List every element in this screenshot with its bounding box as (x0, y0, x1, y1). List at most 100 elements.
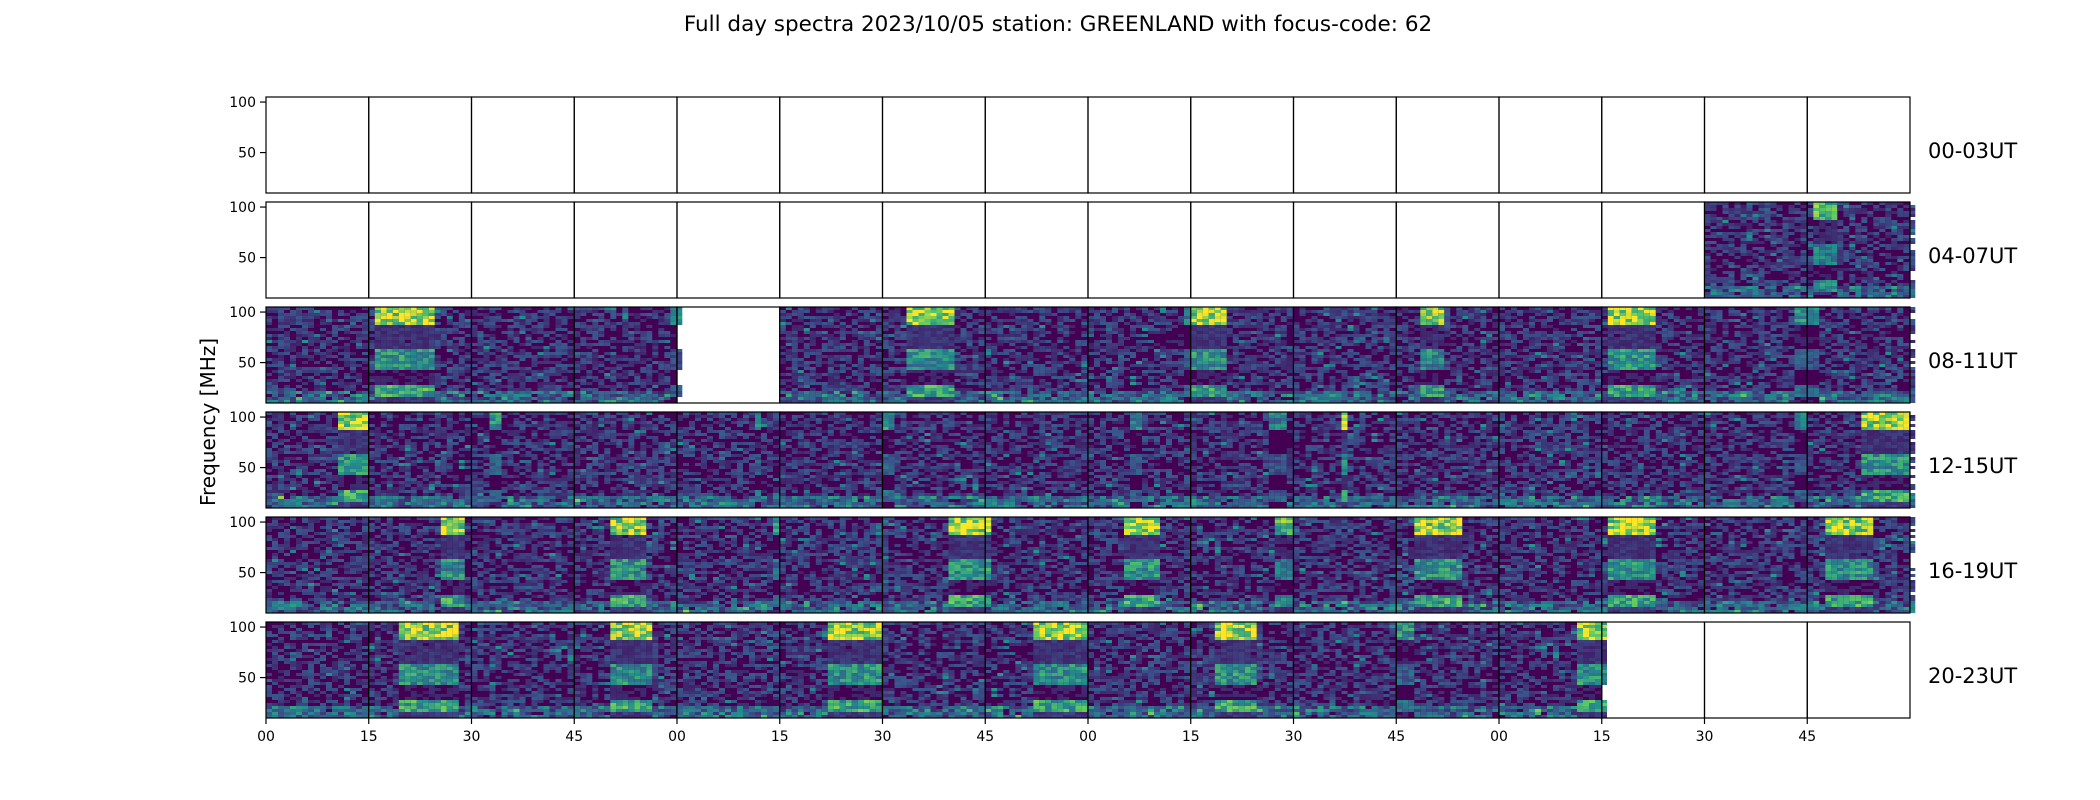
spectrum-cell (296, 334, 302, 337)
spectrum-cell (972, 346, 979, 349)
spectrum-cell (1256, 364, 1263, 367)
spectrum-cell (1365, 376, 1372, 379)
spectrum-cell (857, 391, 864, 394)
spectrum-cell (821, 391, 828, 394)
spectrum-cell (1377, 367, 1384, 370)
spectrum-cell (1819, 241, 1826, 244)
spectrum-cell (1094, 388, 1100, 391)
spectrum-cell (1220, 334, 1227, 337)
spectrum-cell (857, 325, 864, 328)
spectrum-cell (1268, 322, 1275, 325)
spectrum-cell (1232, 382, 1239, 385)
spectrum-cell (1903, 292, 1910, 295)
spectrum-cell (1039, 334, 1046, 337)
spectrum-cell (350, 367, 356, 370)
spectrum-cell (1299, 328, 1306, 331)
spectrum-cell (827, 334, 834, 337)
spectrum-cell (296, 352, 302, 355)
spectrum-cell (1094, 361, 1100, 364)
spectrum-cell (1051, 346, 1058, 349)
spectrum-cell (410, 313, 417, 316)
spectrum-cell (308, 310, 314, 313)
spectrum-cell (513, 394, 520, 397)
spectrum-cell (1849, 241, 1856, 244)
spectrum-cell (912, 400, 919, 403)
spectrum-cell (519, 394, 526, 397)
spectrum-cell (1106, 385, 1112, 388)
spectrum-cell (1341, 376, 1348, 379)
spectrum-cell (640, 361, 647, 364)
spectrum-cell (875, 370, 882, 373)
spectrum-cell (1782, 265, 1789, 268)
spectrum-cell (894, 337, 901, 340)
spectrum-cell (1106, 382, 1112, 385)
spectrum-cell (1861, 202, 1868, 205)
spectrum-cell (1021, 346, 1028, 349)
spectrum-cell (332, 391, 338, 394)
spectrum-cell (1746, 265, 1753, 268)
spectrum-cell (978, 340, 985, 343)
spectrum-cell (991, 352, 998, 355)
spectrum-cell (809, 337, 816, 340)
spectrum-cell (664, 346, 671, 349)
spectrum-cell (1704, 277, 1711, 280)
spectrum-cell (930, 319, 937, 322)
spectrum-cell (1359, 391, 1366, 394)
spectrum-cell (1770, 202, 1777, 205)
spectrum-cell (646, 394, 653, 397)
spectrum-cell (948, 394, 955, 397)
spectrum-cell (1299, 331, 1306, 334)
spectrum-cell (966, 376, 973, 379)
spectrum-cell (779, 352, 786, 355)
spectrum-cell (646, 358, 653, 361)
spectrum-cell (809, 334, 816, 337)
spectrum-cell (1286, 364, 1293, 367)
spectrum-cell (616, 364, 623, 367)
spectrum-cell (948, 385, 955, 388)
spectrum-cell (1009, 379, 1016, 382)
spectrum-cell (875, 364, 882, 367)
spectrum-cell (1075, 391, 1082, 394)
spectrum-cell (404, 310, 411, 313)
spectrum-cell (356, 325, 362, 328)
spectrum-cell (1710, 226, 1717, 229)
spectrum-cell (344, 355, 350, 358)
spectrum-cell (875, 367, 882, 370)
spectrum-cell (1909, 208, 1916, 211)
spectrum-cell (930, 355, 937, 358)
spectrum-cell (567, 346, 574, 349)
spectrum-cell (1039, 364, 1046, 367)
spectrum-cell (543, 394, 550, 397)
spectrum-cell (1045, 385, 1052, 388)
spectrum-cell (1160, 319, 1166, 322)
spectrum-cell (392, 352, 399, 355)
spectrum-cell (483, 394, 490, 397)
spectrum-cell (882, 328, 889, 331)
spectrum-cell (555, 373, 562, 376)
spectrum-cell (513, 355, 520, 358)
spectrum-cell (900, 358, 907, 361)
spectrum-cell (1124, 391, 1130, 394)
spectrum-cell (284, 349, 290, 352)
spectrum-cell (900, 322, 907, 325)
spectrum-cell (1268, 379, 1275, 382)
spectrum-cell (888, 322, 895, 325)
spectrum-cell (458, 394, 465, 397)
spectrum-cell (266, 319, 272, 322)
spectrum-cell (1383, 316, 1390, 319)
spectrum-cell (1764, 214, 1771, 217)
spectrum-cell (1365, 358, 1372, 361)
spectrum-cell (1268, 385, 1275, 388)
panel-frame (1087, 96, 1192, 194)
spectrum-cell (1057, 385, 1064, 388)
spectrum-cell (266, 322, 272, 325)
spectrum-cell (1317, 400, 1324, 403)
spectrum-cell (628, 373, 635, 376)
spectrum-cell (966, 346, 973, 349)
spectrum-panel (1601, 96, 1706, 194)
spectrum-cell (549, 355, 556, 358)
spectrum-cell (561, 367, 568, 370)
spectrum-cell (1353, 331, 1360, 334)
spectrum-cell (1764, 295, 1771, 298)
spectrum-cell (296, 322, 302, 325)
